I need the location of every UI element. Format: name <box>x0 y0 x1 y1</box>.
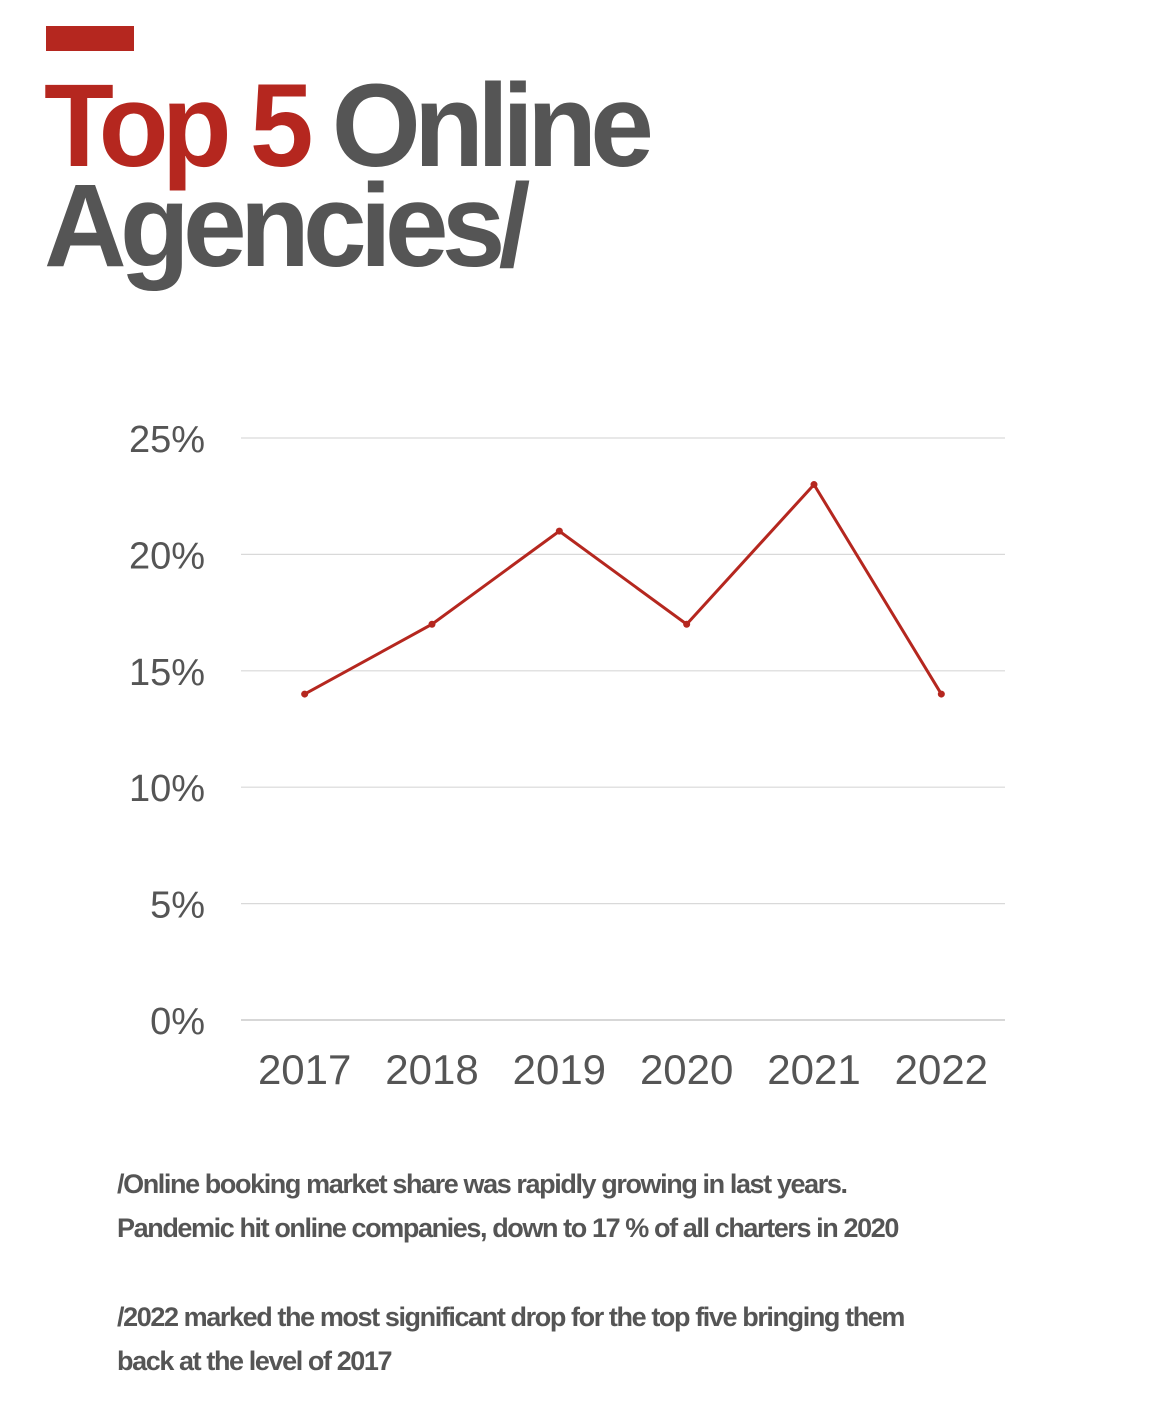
y-tick-label: 0% <box>150 1001 205 1043</box>
x-axis-ticks: 2017 2018 2019 2020 2021 2022 <box>258 1046 988 1093</box>
x-tick-label: 2020 <box>640 1046 733 1093</box>
y-tick-label: 5% <box>150 885 205 927</box>
series <box>301 481 945 698</box>
y-tick-label: 20% <box>129 535 205 577</box>
data-point <box>937 690 945 698</box>
data-point <box>555 527 563 535</box>
x-tick-label: 2018 <box>385 1046 478 1093</box>
title-rest: Online <box>306 60 654 192</box>
y-tick-label: 10% <box>129 768 205 810</box>
series-line <box>303 482 943 696</box>
data-point <box>683 620 691 628</box>
title-line2: Agencies/ <box>44 160 530 292</box>
x-tick-label: 2022 <box>895 1046 988 1093</box>
accent-bar <box>46 26 134 51</box>
note-2-line-2: back at the level of 2017 <box>117 1346 393 1376</box>
y-axis-ticks: 0% 5% 10% 15% 20% 25% <box>129 419 205 1043</box>
note-1-line-1: /Online booking market share was rapidly… <box>117 1169 848 1199</box>
title-highlight: Top 5 <box>44 60 314 192</box>
x-tick-label: 2017 <box>258 1046 351 1093</box>
line-chart: 0% 5% 10% 15% 20% 25% 2017 2018 2019 2020 2021 202… <box>129 419 1005 1093</box>
note-2: /2022 marked the most significant drop f… <box>117 1295 1077 1383</box>
y-tick-label: 25% <box>129 419 205 461</box>
x-tick-label: 2021 <box>767 1046 860 1093</box>
data-point <box>810 481 818 489</box>
note-2-line-1: /2022 marked the most significant drop f… <box>117 1302 905 1332</box>
data-point <box>301 690 309 698</box>
x-tick-label: 2019 <box>513 1046 606 1093</box>
y-tick-label: 15% <box>129 652 205 694</box>
gridlines <box>241 437 1005 1021</box>
data-point <box>428 620 436 628</box>
page-title: Top 5 Online Agencies/ <box>44 67 654 285</box>
note-1: /Online booking market share was rapidly… <box>117 1162 1077 1250</box>
note-1-line-2: Pandemic hit online companies, down to 1… <box>117 1213 899 1243</box>
